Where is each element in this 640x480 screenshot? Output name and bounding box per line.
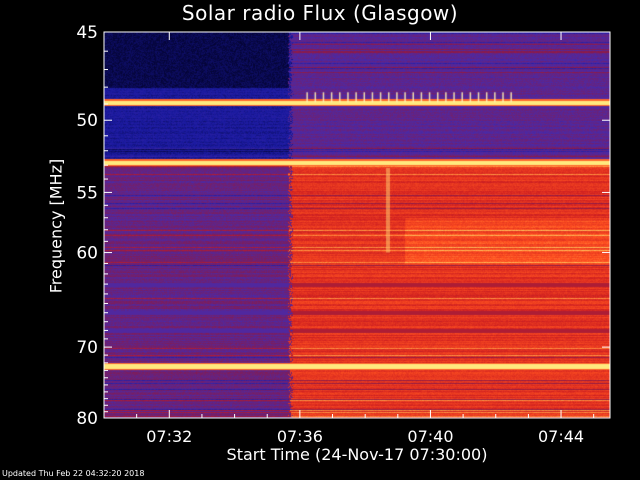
plot-frame (103, 31, 611, 419)
y-tick-label: 70 (76, 338, 98, 358)
x-axis-label: Start Time (24-Nov-17 07:30:00) (226, 445, 488, 464)
y-tick-label: 50 (76, 111, 98, 131)
x-tick-label: 07:32 (146, 427, 192, 446)
y-tick-label: 60 (76, 244, 98, 264)
x-tick-label: 07:36 (277, 427, 323, 446)
y-tick-label: 45 (76, 23, 98, 43)
x-tick-label: 07:44 (538, 427, 584, 446)
y-tick-label: 80 (76, 409, 98, 429)
x-tick-label: 07:40 (407, 427, 453, 446)
updated-timestamp: Updated Thu Feb 22 04:32:20 2018 (2, 469, 145, 478)
chart-title: Solar radio Flux (Glasgow) (181, 1, 459, 25)
y-tick-label: 55 (76, 183, 98, 203)
